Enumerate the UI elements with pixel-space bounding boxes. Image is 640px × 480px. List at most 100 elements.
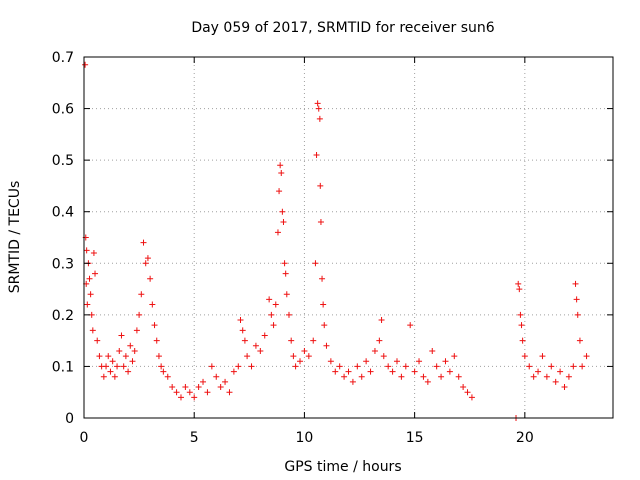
data-point <box>385 363 392 370</box>
data-point <box>327 358 334 365</box>
data-point <box>90 249 97 256</box>
data-point <box>241 337 248 344</box>
data-point <box>371 347 378 354</box>
data-point <box>279 208 286 215</box>
data-point <box>186 389 193 396</box>
data-point <box>111 373 118 380</box>
data-point <box>144 255 151 262</box>
data-point <box>125 368 132 375</box>
axis-ticks <box>83 56 613 419</box>
data-point <box>285 311 292 318</box>
data-point <box>133 327 140 334</box>
data-point <box>107 368 114 375</box>
data-point <box>530 373 537 380</box>
data-point <box>142 260 149 267</box>
data-point <box>455 373 462 380</box>
data-point <box>191 394 198 401</box>
data-point <box>83 247 90 254</box>
data-point <box>268 311 275 318</box>
data-point <box>96 353 103 360</box>
data-point <box>155 353 162 360</box>
x-tick-label: 10 <box>296 430 314 446</box>
data-point <box>114 363 121 370</box>
data-point <box>116 347 123 354</box>
data-point <box>543 373 550 380</box>
data-point <box>517 311 524 318</box>
data-point <box>248 363 255 370</box>
x-axis-label: GPS time / hours <box>284 459 401 475</box>
data-point <box>354 363 361 370</box>
data-point <box>446 368 453 375</box>
data-point <box>160 368 167 375</box>
data-point <box>208 363 215 370</box>
data-point <box>574 311 581 318</box>
data-point <box>319 275 326 282</box>
y-tick-label: 0.3 <box>52 256 74 272</box>
data-point <box>109 358 116 365</box>
data-point <box>420 373 427 380</box>
data-point <box>290 353 297 360</box>
y-tick-label: 0.6 <box>52 102 74 118</box>
data-point <box>349 378 356 385</box>
data-point <box>138 291 145 298</box>
data-point <box>314 100 321 107</box>
data-point <box>105 353 112 360</box>
data-point <box>169 384 176 391</box>
data-point <box>317 219 324 226</box>
data-point <box>320 301 327 308</box>
data-point <box>230 368 237 375</box>
data-point <box>281 260 288 267</box>
data-point <box>226 389 233 396</box>
data-point <box>82 61 89 68</box>
data-point <box>429 347 436 354</box>
data-point <box>120 363 127 370</box>
data-point <box>561 384 568 391</box>
data-point <box>573 296 580 303</box>
data-point <box>86 275 93 282</box>
data-point <box>424 378 431 385</box>
data-point <box>341 373 348 380</box>
data-point <box>576 337 583 344</box>
data-point <box>442 358 449 365</box>
data-point <box>416 358 423 365</box>
data-point <box>557 368 564 375</box>
data-point <box>151 322 158 329</box>
data-point <box>378 317 385 324</box>
data-point <box>515 280 522 287</box>
data-point <box>252 342 259 349</box>
x-tick-label: 0 <box>80 430 89 446</box>
data-point <box>149 301 156 308</box>
data-point <box>583 353 590 360</box>
data-point <box>301 347 308 354</box>
data-point <box>519 337 526 344</box>
data-point <box>288 337 295 344</box>
data-point <box>274 229 281 236</box>
data-point <box>402 363 409 370</box>
data-point <box>548 363 555 370</box>
chart-title: Day 059 of 2017, SRMTID for receiver sun… <box>191 20 494 36</box>
x-tick-label: 5 <box>190 430 199 446</box>
data-point <box>195 384 202 391</box>
data-point <box>572 280 579 287</box>
data-point <box>277 162 284 169</box>
data-points <box>82 61 590 421</box>
data-point <box>153 337 160 344</box>
data-point <box>535 368 542 375</box>
data-point <box>565 373 572 380</box>
data-point <box>313 151 320 158</box>
data-point <box>376 337 383 344</box>
data-point <box>526 363 533 370</box>
data-point <box>316 115 323 122</box>
data-point <box>278 170 285 177</box>
data-point <box>539 353 546 360</box>
data-point <box>129 358 136 365</box>
data-point <box>393 358 400 365</box>
data-point <box>552 378 559 385</box>
data-point <box>131 347 138 354</box>
data-point <box>235 363 242 370</box>
data-point <box>389 368 396 375</box>
data-point <box>345 368 352 375</box>
data-point <box>222 378 229 385</box>
